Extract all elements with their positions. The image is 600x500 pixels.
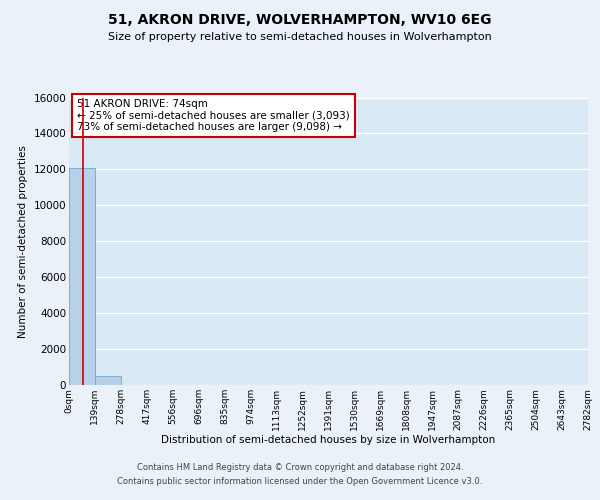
Text: Contains HM Land Registry data © Crown copyright and database right 2024.: Contains HM Land Registry data © Crown c… [137,462,463,471]
Text: Size of property relative to semi-detached houses in Wolverhampton: Size of property relative to semi-detach… [108,32,492,42]
Text: 51 AKRON DRIVE: 74sqm
← 25% of semi-detached houses are smaller (3,093)
73% of s: 51 AKRON DRIVE: 74sqm ← 25% of semi-deta… [77,99,350,132]
Text: 51, AKRON DRIVE, WOLVERHAMPTON, WV10 6EG: 51, AKRON DRIVE, WOLVERHAMPTON, WV10 6EG [108,12,492,26]
Bar [69,168,95,385]
Bar [95,376,121,385]
Text: Contains public sector information licensed under the Open Government Licence v3: Contains public sector information licen… [118,478,482,486]
Y-axis label: Number of semi-detached properties: Number of semi-detached properties [18,145,28,338]
X-axis label: Distribution of semi-detached houses by size in Wolverhampton: Distribution of semi-detached houses by … [161,436,496,446]
